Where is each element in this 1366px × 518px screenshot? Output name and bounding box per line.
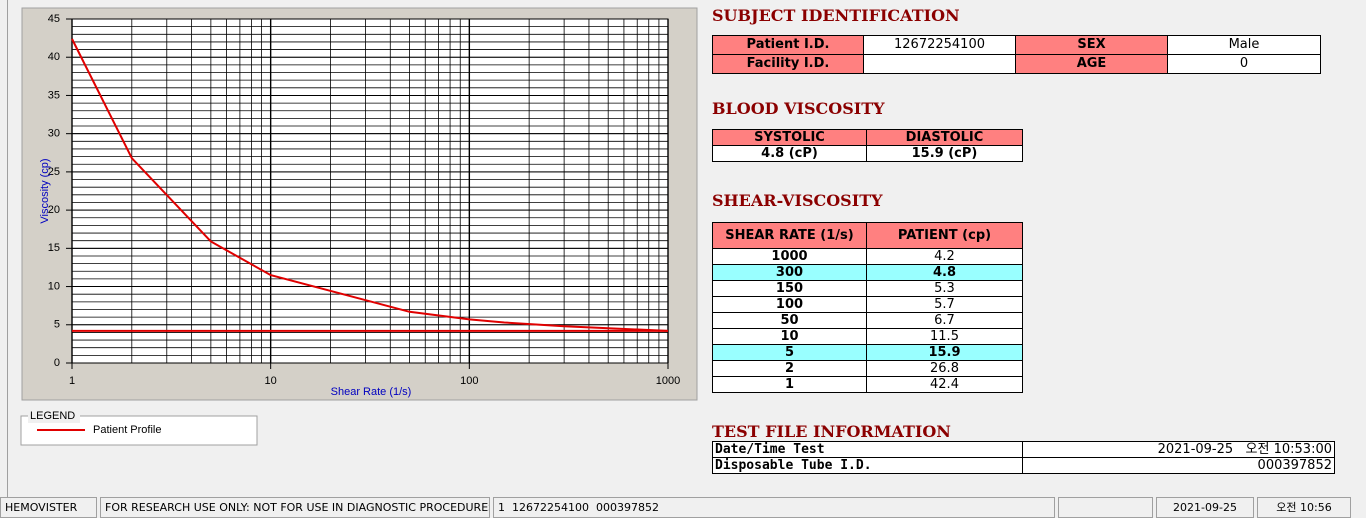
x-tick-label: 100 [460,375,478,387]
viscosity-cell: 6.7 [866,312,1023,329]
x-axis-label: Shear Rate (1/s) [331,386,412,398]
plot-frame [71,18,669,364]
shear-rate-cell: 150 [712,280,867,297]
status-cell: FOR RESEARCH USE ONLY: NOT FOR USE IN DI… [100,497,490,518]
y-axis-label: Viscosity (cp) [39,158,51,223]
shear-rate-cell: 300 [712,264,867,281]
y-tick-label: 0 [54,357,60,369]
y-tick-label: 40 [48,51,60,63]
viscosity-cell: 42.4 [866,376,1023,393]
y-tick-label: 45 [48,13,60,25]
column-header: DIASTOLIC [866,129,1023,146]
shear-rate-cell: 2 [712,360,867,377]
status-cell [1058,497,1153,518]
status-cell: 오전 10:56 [1257,497,1351,518]
y-tick-label: 10 [48,280,60,292]
column-header: SHEAR RATE (1/s) [712,222,867,249]
shear-rate-cell: 1 [712,376,867,393]
plot-area [72,19,668,363]
viscosity-cell: 4.2 [866,248,1023,265]
column-header: SYSTOLIC [712,129,867,146]
y-tick-label: 25 [48,166,60,178]
chart: 0 5 10 15 20 25 30 35 40 45 1 10 100 1000 Shear Rate … [20,7,698,446]
field-value: 0 [1167,54,1321,74]
field-value: 12672254100 [863,35,1016,55]
viscosity-cell: 26.8 [866,360,1023,377]
field-value [863,54,1016,74]
section-title: SHEAR-VISCOSITY [712,191,883,210]
field-value: 000397852 [1022,457,1335,474]
section-title: SUBJECT IDENTIFICATION [712,6,960,25]
viscosity-cell: 5.3 [866,280,1023,297]
shear-rate-cell: 10 [712,328,867,345]
viscosity-cell: 11.5 [866,328,1023,345]
y-tick-label: 5 [54,319,60,331]
viscosity-cell: 5.7 [866,296,1023,313]
y-tick-label: 30 [48,128,60,140]
field-label: Date/Time Test [712,441,1023,458]
y-tick-label: 15 [48,242,60,254]
section-title: BLOOD VISCOSITY [712,99,885,118]
section-title: TEST FILE INFORMATION [712,422,951,441]
shear-rate-cell: 100 [712,296,867,313]
x-tick-label: 1000 [656,375,680,387]
x-tick-label: 10 [265,375,277,387]
field-label: Disposable Tube I.D. [712,457,1023,474]
column-header: PATIENT (cp) [866,222,1023,249]
legend-title-bg [28,409,80,423]
shear-rate-cell: 5 [712,344,867,361]
status-cell: 2021-09-25 [1156,497,1254,518]
field-value: Male [1167,35,1321,55]
status-cell: HEMOVISTER [0,497,97,518]
x-tick-label: 1 [69,375,75,387]
y-tick-label: 20 [48,204,60,216]
field-label: SEX [1015,35,1168,55]
status-cell: 1 12672254100 000397852 [493,497,1055,518]
field-label: Facility I.D. [712,54,864,74]
legend-title: LEGEND [30,410,75,422]
viscosity-cell: 15.9 [866,344,1023,361]
viscosity-cell: 4.8 [866,264,1023,281]
left-edge [0,0,8,497]
series-line [71,38,669,332]
legend-label: Patient Profile [93,424,161,436]
shear-rate-cell: 1000 [712,248,867,265]
field-label: AGE [1015,54,1168,74]
value-cell: 15.9 (cP) [866,145,1023,162]
shear-rate-cell: 50 [712,312,867,329]
value-cell: 4.8 (cP) [712,145,867,162]
y-tick-label: 35 [48,89,60,101]
field-label: Patient I.D. [712,35,864,55]
field-value: 2021-09-25 오전 10:53:00 [1022,441,1335,458]
